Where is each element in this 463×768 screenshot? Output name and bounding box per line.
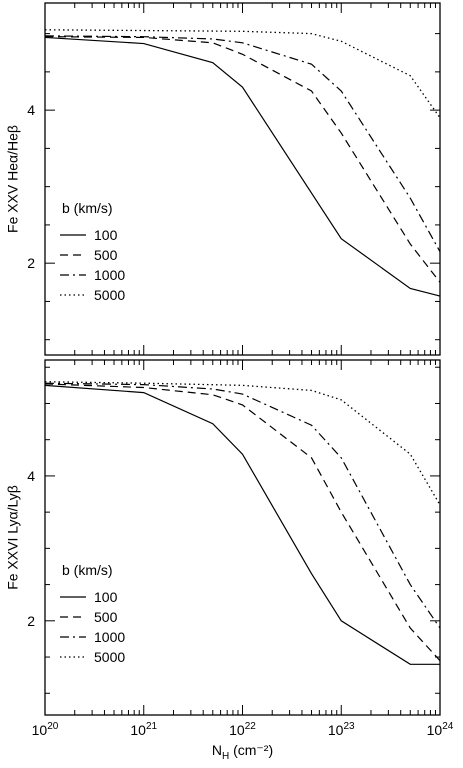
bottom-legend-label-5000: 5000	[94, 649, 125, 665]
bottom-series-line-5000	[44, 381, 441, 506]
x-tick-label: 1021	[130, 721, 157, 738]
top-panel-series	[44, 29, 441, 297]
x-tick-label: 1022	[229, 721, 256, 738]
top-panel-y-axis-label: Fe XXV Heα/Heβ	[5, 125, 21, 233]
top-panel-y-tick-labels: 24	[27, 102, 35, 271]
bottom-legend-label-500: 500	[94, 609, 118, 625]
bottom-series-line-500	[44, 383, 441, 662]
top-panel-ticks	[44, 3, 440, 355]
top-series-line-100	[44, 36, 441, 297]
x-tick-label: 1023	[328, 721, 355, 738]
bottom-legend-title: b (km/s)	[62, 562, 113, 578]
bottom-panel-ticks	[44, 360, 440, 715]
bottom-panel-y-tick-labels: 24	[27, 468, 35, 629]
bottom-panel: 24 Fe XXVI Lyα/Lyβ b (km/s)1005001000500…	[5, 359, 454, 762]
top-legend-label-5000: 5000	[94, 287, 125, 303]
top-legend-label-1000: 1000	[94, 267, 125, 283]
bottom-panel-series	[44, 381, 441, 665]
top-legend-label-100: 100	[94, 227, 118, 243]
x-axis-label: NH (cm⁻²)	[212, 742, 273, 762]
x-tick-label: 1024	[427, 721, 454, 738]
top-y-tick-label: 4	[27, 102, 35, 118]
bottom-panel-y-axis-label: Fe XXVI Lyα/Lyβ	[5, 485, 21, 590]
top-panel-legend: b (km/s) 100 500 1000 5000	[60, 200, 125, 303]
bottom-legend-label-1000: 1000	[94, 629, 125, 645]
bottom-y-tick-label: 2	[27, 613, 35, 629]
top-series-line-1000	[44, 35, 441, 252]
x-tick-labels: 1020 1021 1022 1023 1024	[32, 721, 454, 738]
top-series-line-500	[44, 36, 441, 283]
x-tick-label: 1020	[32, 721, 59, 738]
bottom-panel-legend: b (km/s) 100 500 1000 5000	[60, 562, 125, 665]
top-y-tick-label: 2	[27, 255, 35, 271]
top-series-line-5000	[44, 29, 441, 119]
top-legend-label-500: 500	[94, 247, 118, 263]
bottom-series-line-1000	[44, 382, 441, 629]
bottom-series-line-100	[44, 384, 440, 665]
bottom-y-tick-label: 4	[27, 468, 35, 484]
top-legend-title: b (km/s)	[62, 200, 113, 216]
bottom-legend-label-100: 100	[94, 589, 118, 605]
